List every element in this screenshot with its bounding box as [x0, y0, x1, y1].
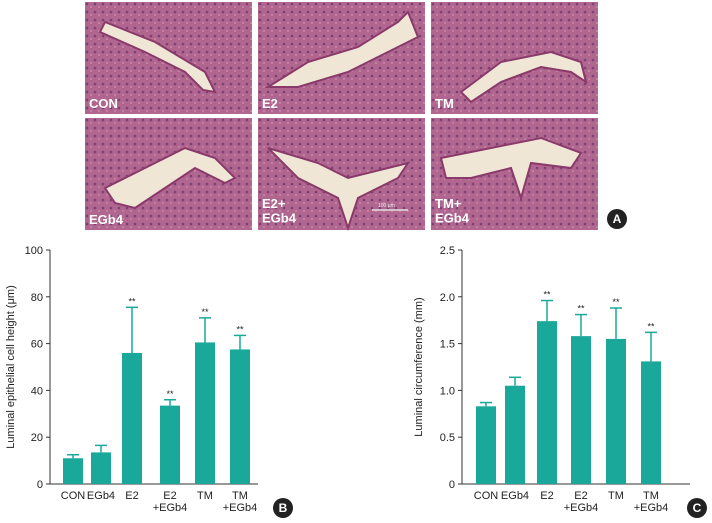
- bar: [122, 352, 142, 484]
- y-tick-label: 0.5: [440, 432, 455, 444]
- histology-image: CON: [85, 2, 252, 114]
- panel-badge: [273, 498, 293, 518]
- image-label: TM: [435, 96, 454, 111]
- significance: **: [128, 296, 136, 306]
- x-tick-label: TM +EGb4: [634, 490, 669, 514]
- image-label: E2+ EGb4: [262, 196, 297, 225]
- y-axis-label: Luminal circumference (mm): [413, 297, 425, 436]
- histology-image: TM: [431, 2, 598, 114]
- significance: **: [166, 389, 174, 399]
- bar: [476, 406, 496, 484]
- image-label: EGb4: [89, 212, 124, 227]
- x-tick-label: E2: [125, 490, 138, 502]
- lumen: [459, 50, 588, 104]
- x-tick-label: EGb4: [501, 490, 529, 502]
- panel-label: A: [613, 212, 622, 226]
- histology-image: EGb4: [85, 118, 252, 230]
- bar: [537, 321, 557, 484]
- y-tick-label: 80: [31, 292, 43, 304]
- lumen: [439, 136, 583, 202]
- x-tick-label: CON: [61, 490, 86, 502]
- bar: [606, 338, 626, 484]
- x-tick-label: TM +EGb4: [223, 490, 258, 514]
- y-tick-label: 0: [37, 479, 43, 491]
- scale-bar-label: 100 μm: [378, 203, 395, 209]
- panel-label: B: [279, 501, 288, 515]
- significance: **: [612, 297, 620, 307]
- lumen: [267, 147, 411, 232]
- significance: **: [577, 304, 585, 314]
- image-label: CON: [89, 96, 118, 111]
- lumen: [103, 146, 237, 210]
- lumen: [98, 20, 217, 94]
- bar: [230, 349, 250, 484]
- y-tick-label: 20: [31, 432, 43, 444]
- bar: [91, 452, 111, 484]
- bar: [195, 342, 215, 484]
- significance: **: [236, 324, 244, 334]
- x-tick-label: E2: [540, 490, 553, 502]
- x-tick-label: TM: [608, 490, 624, 502]
- panel-badge: [607, 209, 627, 229]
- x-tick-label: TM: [197, 490, 213, 502]
- histology-image: E2+ EGb4: [258, 118, 425, 232]
- bar: [571, 336, 591, 484]
- y-tick-label: 100: [25, 245, 43, 257]
- tissue: [431, 2, 598, 114]
- image-label: TM+ EGb4: [435, 196, 470, 225]
- x-tick-label: E2 +EGb4: [153, 490, 188, 514]
- image-label: E2: [262, 96, 278, 111]
- significance: **: [647, 321, 655, 331]
- histology-image: TM+ EGb4: [431, 118, 598, 230]
- bar: [63, 458, 83, 484]
- y-axis-label: Luminal epithelial cell height (μm): [5, 285, 17, 448]
- y-tick-label: 0: [449, 479, 455, 491]
- y-tick-label: 1.0: [440, 385, 455, 397]
- bar: [641, 361, 661, 484]
- x-tick-label: EGb4: [87, 490, 115, 502]
- lumen: [264, 10, 420, 88]
- y-tick-label: 1.5: [440, 339, 455, 351]
- panel-badge: [687, 498, 707, 518]
- bar: [160, 405, 180, 484]
- x-tick-label: E2 +EGb4: [564, 490, 599, 514]
- y-tick-label: 40: [31, 385, 43, 397]
- bar: [505, 385, 525, 484]
- y-tick-label: 2.0: [440, 292, 455, 304]
- panel-label: C: [693, 501, 702, 515]
- significance: **: [543, 290, 551, 300]
- significance: **: [201, 307, 209, 317]
- x-tick-label: CON: [474, 490, 499, 502]
- histology-image: E2: [258, 2, 425, 114]
- y-tick-label: 60: [31, 339, 43, 351]
- y-tick-label: 2.5: [440, 245, 455, 257]
